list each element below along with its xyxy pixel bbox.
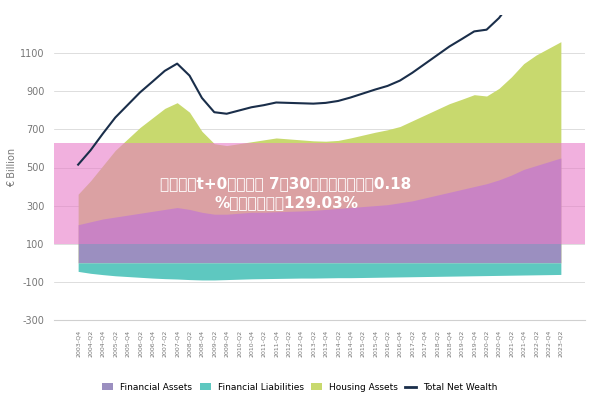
Text: 股票杠杆t+0平台交易 7月30日阿拉转债下跌0.18
%，转股溢价率129.03%: 股票杠杆t+0平台交易 7月30日阿拉转债下跌0.18 %，转股溢价率129.0…	[160, 176, 412, 211]
Y-axis label: € Billion: € Billion	[7, 148, 17, 187]
Legend: Financial Assets, Financial Liabilities, Housing Assets, Total Net Wealth: Financial Assets, Financial Liabilities,…	[99, 379, 501, 396]
Bar	[54, 143, 585, 244]
